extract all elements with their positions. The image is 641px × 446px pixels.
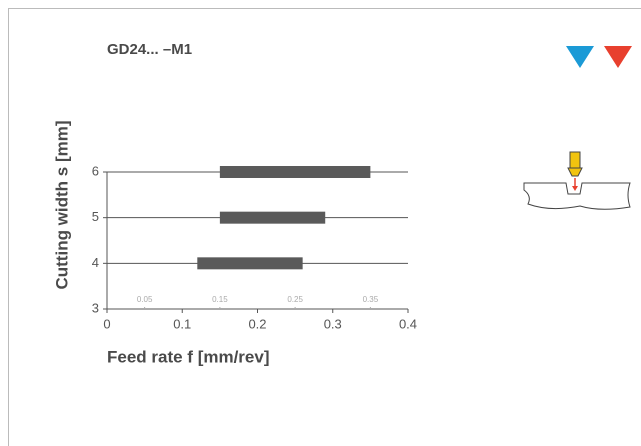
y-tick-label: 3	[92, 300, 99, 315]
x-tick-label: 0.2	[248, 316, 266, 331]
y-tick-label: 5	[92, 209, 99, 224]
frame	[8, 8, 641, 446]
x-axis-label: Feed rate f [mm/rev]	[107, 347, 270, 366]
minor-x-tick-label: 0.35	[363, 295, 379, 304]
y-tick-label: 6	[92, 163, 99, 178]
chart-title: GD24... –M1	[107, 41, 192, 58]
red-triangle-icon	[604, 46, 632, 68]
y-axis-label: Cutting width s [mm]	[52, 120, 71, 289]
minor-x-tick-label: 0.15	[212, 295, 228, 304]
minor-x-tick-label: 0.05	[137, 295, 153, 304]
x-tick-label: 0.1	[173, 316, 191, 331]
x-tick-label: 0.3	[324, 316, 342, 331]
tool-icon	[523, 151, 631, 210]
minor-x-tick-label: 0.25	[287, 295, 303, 304]
range-bar	[197, 257, 303, 270]
range-bar	[219, 166, 371, 178]
y-tick-label: 4	[92, 255, 99, 270]
x-tick-label: 0.4	[399, 316, 417, 331]
x-tick-label: 0	[103, 316, 110, 331]
range-bar	[219, 211, 326, 224]
blue-triangle-icon	[566, 46, 594, 68]
